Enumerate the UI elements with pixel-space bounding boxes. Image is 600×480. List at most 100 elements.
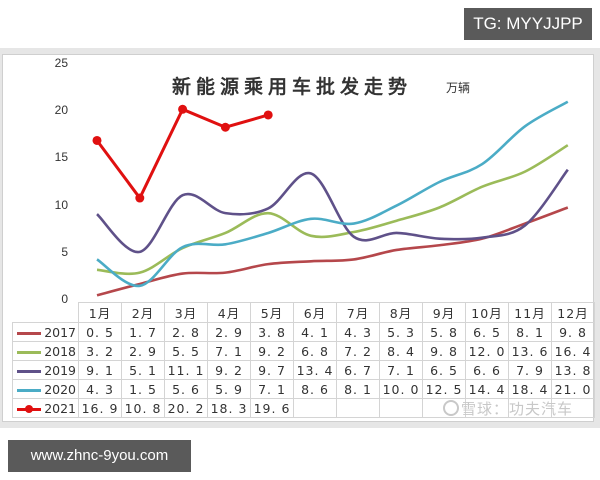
y-tick-label: 25 bbox=[54, 56, 68, 70]
value-cell: 7. 1 bbox=[250, 379, 294, 399]
value-cell: 5. 3 bbox=[379, 322, 423, 342]
value-cell: 9. 7 bbox=[250, 360, 294, 380]
y-tick-label: 20 bbox=[54, 103, 68, 118]
legend-swatch-icon bbox=[17, 350, 42, 354]
value-cell: 8. 4 bbox=[379, 341, 423, 361]
value-cell: 2. 9 bbox=[207, 322, 251, 342]
table-row: 2020 4. 3 1. 5 5. 6 5. 9 7. 1 8. 6 8. 1 10. 0 12.… bbox=[12, 379, 595, 399]
legend-label: 2020 bbox=[44, 381, 76, 397]
data-point-marker bbox=[220, 122, 230, 132]
legend-cell: 2017 bbox=[12, 322, 79, 342]
legend-cell: 2019 bbox=[12, 360, 79, 380]
value-cell: 14. 4 bbox=[465, 379, 509, 399]
chart-title: 新能源乘用车批发走势 bbox=[172, 76, 413, 98]
chart-unit: 万辆 bbox=[446, 81, 471, 95]
value-cell: 6. 8 bbox=[293, 341, 337, 361]
month-header-cell: 6月 bbox=[293, 302, 337, 323]
value-cell: 5. 5 bbox=[164, 341, 208, 361]
y-tick-label: 15 bbox=[54, 150, 68, 165]
value-cell: 8. 6 bbox=[293, 379, 337, 399]
corner-cell bbox=[12, 302, 79, 323]
value-cell: 6. 5 bbox=[422, 360, 466, 380]
month-header-cell: 8月 bbox=[379, 302, 423, 323]
value-cell: 10. 0 bbox=[379, 379, 423, 399]
value-cell: 3. 8 bbox=[250, 322, 294, 342]
month-header-cell: 3月 bbox=[164, 302, 208, 323]
data-point-marker bbox=[178, 104, 188, 114]
month-header-cell: 5月 bbox=[250, 302, 294, 323]
legend-cell: 2020 bbox=[12, 379, 79, 399]
value-cell: 12. 0 bbox=[465, 341, 509, 361]
value-cell: 10. 8 bbox=[121, 398, 165, 418]
watermark-text: 雪球：功夫汽车 bbox=[461, 400, 574, 418]
series-line-2019 bbox=[96, 168, 569, 254]
value-cell: 18. 3 bbox=[207, 398, 251, 418]
month-header-cell: 12月 bbox=[551, 302, 595, 323]
value-cell: 1. 5 bbox=[121, 379, 165, 399]
watermark: 雪球：功夫汽车 bbox=[443, 398, 573, 419]
series-line-2018 bbox=[96, 144, 569, 276]
data-table: 1月 2月 3月 4月 5月 6月 7月 8月 9月 10月 11月 12月 2017 0. 5 1. 7… bbox=[12, 302, 595, 418]
month-header-cell: 7月 bbox=[336, 302, 380, 323]
value-cell: 19. 6 bbox=[250, 398, 294, 418]
value-cell: 13. 6 bbox=[508, 341, 552, 361]
y-tick-label: 0 bbox=[61, 292, 68, 306]
value-cell: 8. 1 bbox=[336, 379, 380, 399]
month-header-cell: 1月 bbox=[78, 302, 122, 323]
table-row: 2017 0. 5 1. 7 2. 8 2. 9 3. 8 4. 1 4. 3 5. 3 5. 8… bbox=[12, 322, 595, 342]
value-cell: 5. 1 bbox=[121, 360, 165, 380]
y-tick-label: 5 bbox=[61, 244, 68, 259]
table-row: 2021 16. 9 10. 8 20. 2 18. 3 19. 6 bbox=[12, 398, 595, 418]
table-header-row: 1月 2月 3月 4月 5月 6月 7月 8月 9月 10月 11月 12月 bbox=[12, 302, 595, 323]
legend-swatch-icon bbox=[17, 388, 42, 392]
legend-label: 2021 bbox=[44, 400, 76, 416]
snowball-logo-icon bbox=[443, 400, 459, 416]
legend-label: 2017 bbox=[44, 324, 76, 340]
value-cell: 1. 7 bbox=[121, 322, 165, 342]
value-cell: 5. 8 bbox=[422, 322, 466, 342]
value-cell: 4. 1 bbox=[293, 322, 337, 342]
value-cell: 5. 9 bbox=[207, 379, 251, 399]
value-cell: 7. 1 bbox=[379, 360, 423, 380]
value-cell: 7. 2 bbox=[336, 341, 380, 361]
value-cell: 6. 6 bbox=[465, 360, 509, 380]
value-cell: 5. 6 bbox=[164, 379, 208, 399]
value-cell: 16. 9 bbox=[78, 398, 122, 418]
data-point-marker bbox=[263, 110, 273, 120]
data-point-marker bbox=[135, 193, 145, 203]
y-tick-label: 10 bbox=[54, 197, 68, 212]
value-cell: 6. 7 bbox=[336, 360, 380, 380]
value-cell: 4. 3 bbox=[336, 322, 380, 342]
table-row: 2018 3. 2 2. 9 5. 5 7. 1 9. 2 6. 8 7. 2 8. 4 9. 8… bbox=[12, 341, 595, 361]
value-cell bbox=[551, 398, 595, 418]
value-cell: 13. 4 bbox=[293, 360, 337, 380]
value-cell: 7. 1 bbox=[207, 341, 251, 361]
value-cell bbox=[336, 398, 380, 418]
value-cell: 18. 4 bbox=[508, 379, 552, 399]
value-cell: 9. 2 bbox=[250, 341, 294, 361]
data-point-marker bbox=[92, 135, 102, 145]
value-cell: 12. 5 bbox=[422, 379, 466, 399]
value-cell: 9. 1 bbox=[78, 360, 122, 380]
value-cell: 9. 2 bbox=[207, 360, 251, 380]
table-row: 2019 9. 1 5. 1 11. 1 9. 2 9. 7 13. 4 6. 7 7. 1 6.… bbox=[12, 360, 595, 380]
value-cell: 7. 9 bbox=[508, 360, 552, 380]
value-cell: 3. 2 bbox=[78, 341, 122, 361]
value-cell: 9. 8 bbox=[422, 341, 466, 361]
value-cell bbox=[379, 398, 423, 418]
site-badge: www.zhnc-9you.com bbox=[8, 440, 191, 472]
value-cell: 16. 4 bbox=[551, 341, 595, 361]
value-cell bbox=[293, 398, 337, 418]
legend-label: 2019 bbox=[44, 362, 76, 378]
value-cell: 13. 8 bbox=[551, 360, 595, 380]
value-cell: 2. 8 bbox=[164, 322, 208, 342]
value-cell: 11. 1 bbox=[164, 360, 208, 380]
legend-cell: 2021 bbox=[12, 398, 79, 418]
value-cell: 21. 0 bbox=[551, 379, 595, 399]
legend-label: 2018 bbox=[44, 343, 76, 359]
month-header-cell: 11月 bbox=[508, 302, 552, 323]
value-cell: 0. 5 bbox=[78, 322, 122, 342]
legend-swatch-icon bbox=[17, 369, 42, 373]
value-cell: 8. 1 bbox=[508, 322, 552, 342]
